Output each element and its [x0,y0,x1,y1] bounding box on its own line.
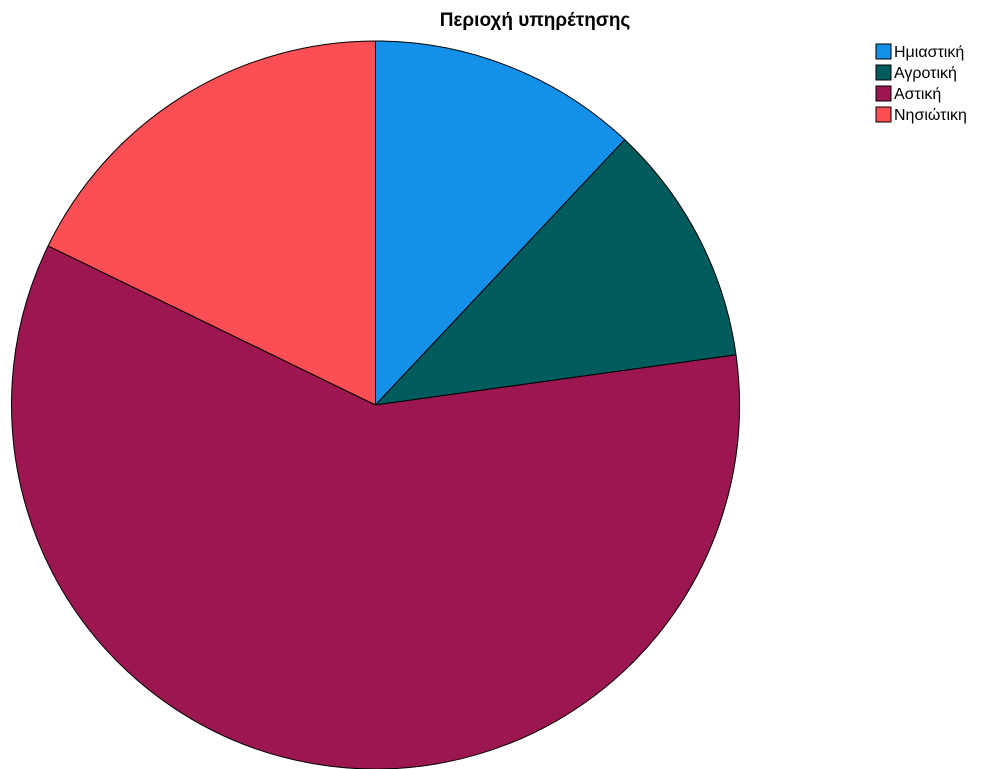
chart-title: Περιοχή υπηρέτησης [440,10,631,31]
legend-swatch-4 [875,106,892,123]
legend-swatch-1 [875,43,892,60]
pie-slice-4 [47,40,376,406]
legend-label-1: Ημιαστική [894,44,964,61]
legend: Ημιαστική Αγροτική Αστική Νησιώτικη [875,43,967,124]
legend-swatch-2 [875,64,892,81]
pie-slice-2 [374,138,737,406]
legend-label-3: Αστική [894,86,941,103]
pie-slices [11,40,740,769]
legend-swatch-3 [875,85,892,102]
legend-label-4: Νησιώτικη [894,107,967,124]
pie-slice-3 [11,245,740,769]
legend-label-2: Αγροτική [894,65,957,82]
pie-slice-1 [375,40,626,407]
